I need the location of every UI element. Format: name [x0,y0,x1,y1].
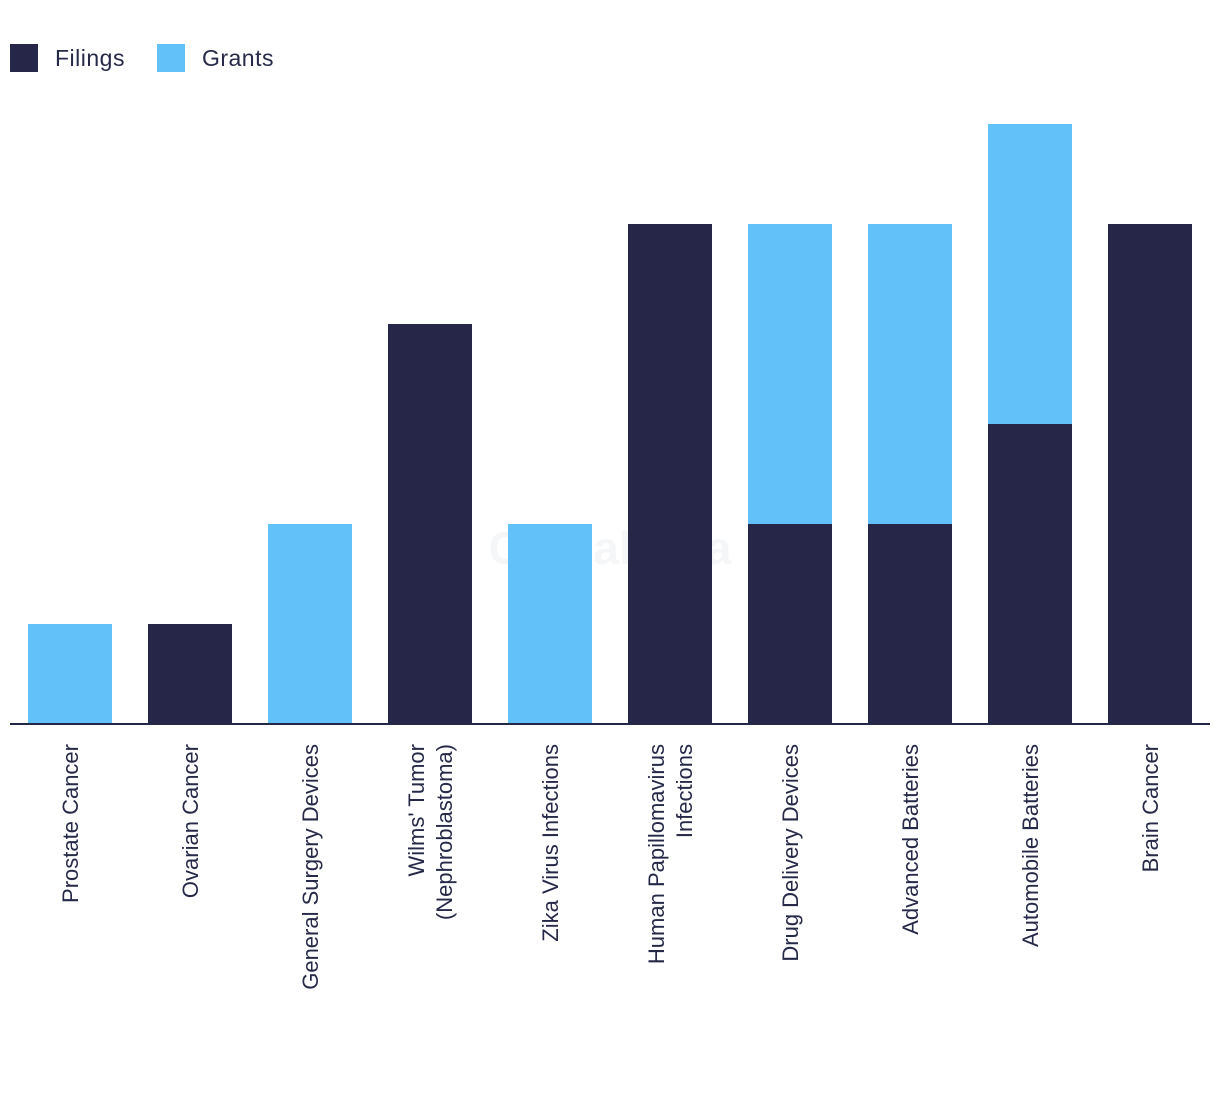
x-tick-label-3: Wilms' Tumor (Nephroblastoma) [404,744,457,920]
bar-filings-9 [1108,224,1192,724]
bar-grants-0 [28,624,112,724]
x-tick-label-8: Automobile Batteries [1018,744,1043,947]
x-tick-label-7: Advanced Batteries [898,744,923,935]
bar-grants-6 [748,224,832,524]
x-tick-label-4: Zika Virus Infections [538,744,563,942]
bar-filings-6 [748,524,832,724]
x-tick-label-1: Ovarian Cancer [178,744,203,898]
x-tick-label-5: Human Papillomavirus Infections [644,744,697,964]
x-tick-label-0: Prostate Cancer [58,744,83,903]
bar-filings-3 [388,324,472,724]
bar-grants-4 [508,524,592,724]
legend: Filings Grants [10,44,306,72]
bar-filings-5 [628,224,712,724]
legend-label-grants: Grants [201,44,274,71]
bar-filings-1 [148,624,232,724]
x-tick-label-2: General Surgery Devices [298,744,323,990]
legend-item-grants: Grants [156,44,274,72]
x-tick-label-6: Drug Delivery Devices [778,744,803,962]
bar-grants-7 [868,224,952,524]
bar-filings-7 [868,524,952,724]
legend-swatch-filings [10,44,38,72]
legend-item-filings: Filings [10,44,125,72]
bar-grants-2 [268,524,352,724]
legend-label-filings: Filings [55,44,125,71]
bar-filings-8 [988,424,1072,724]
x-tick-label-9: Brain Cancer [1138,744,1163,872]
legend-swatch-grants [156,44,185,72]
bar-grants-8 [988,124,1072,424]
